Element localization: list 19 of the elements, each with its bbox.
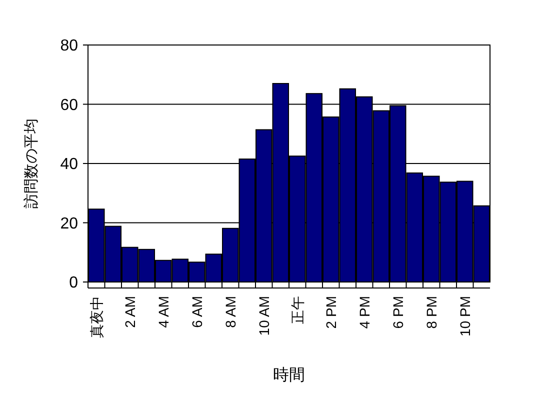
y-tick-label: 20 (60, 215, 78, 232)
x-tick-label: 10 PM (456, 296, 473, 336)
x-tick-label: 6 AM (188, 296, 205, 328)
x-tick-label: 4 AM (155, 296, 172, 328)
x-tick-label: 8 PM (423, 296, 440, 329)
x-tick-label: 2 AM (122, 296, 138, 328)
x-tick-label: 2 PM (322, 296, 339, 329)
y-tick-label: 80 (60, 38, 78, 55)
y-tick-label: 60 (60, 96, 78, 114)
y-axis-title: 訪問数の平均 (23, 118, 40, 208)
x-tick-label: 10 AM (256, 296, 272, 336)
x-tick-label: 6 PM (390, 296, 406, 329)
x-tick-label: 4 PM (356, 296, 372, 329)
y-tick-label: 0 (69, 274, 78, 292)
y-tick-label: 40 (60, 156, 78, 174)
x-tick-label: 8 AM (222, 296, 238, 328)
x-axis-title: 時間 (273, 366, 305, 384)
x-tick-label: 真夜中 (88, 296, 104, 338)
x-tick-label: 正午 (289, 296, 306, 324)
